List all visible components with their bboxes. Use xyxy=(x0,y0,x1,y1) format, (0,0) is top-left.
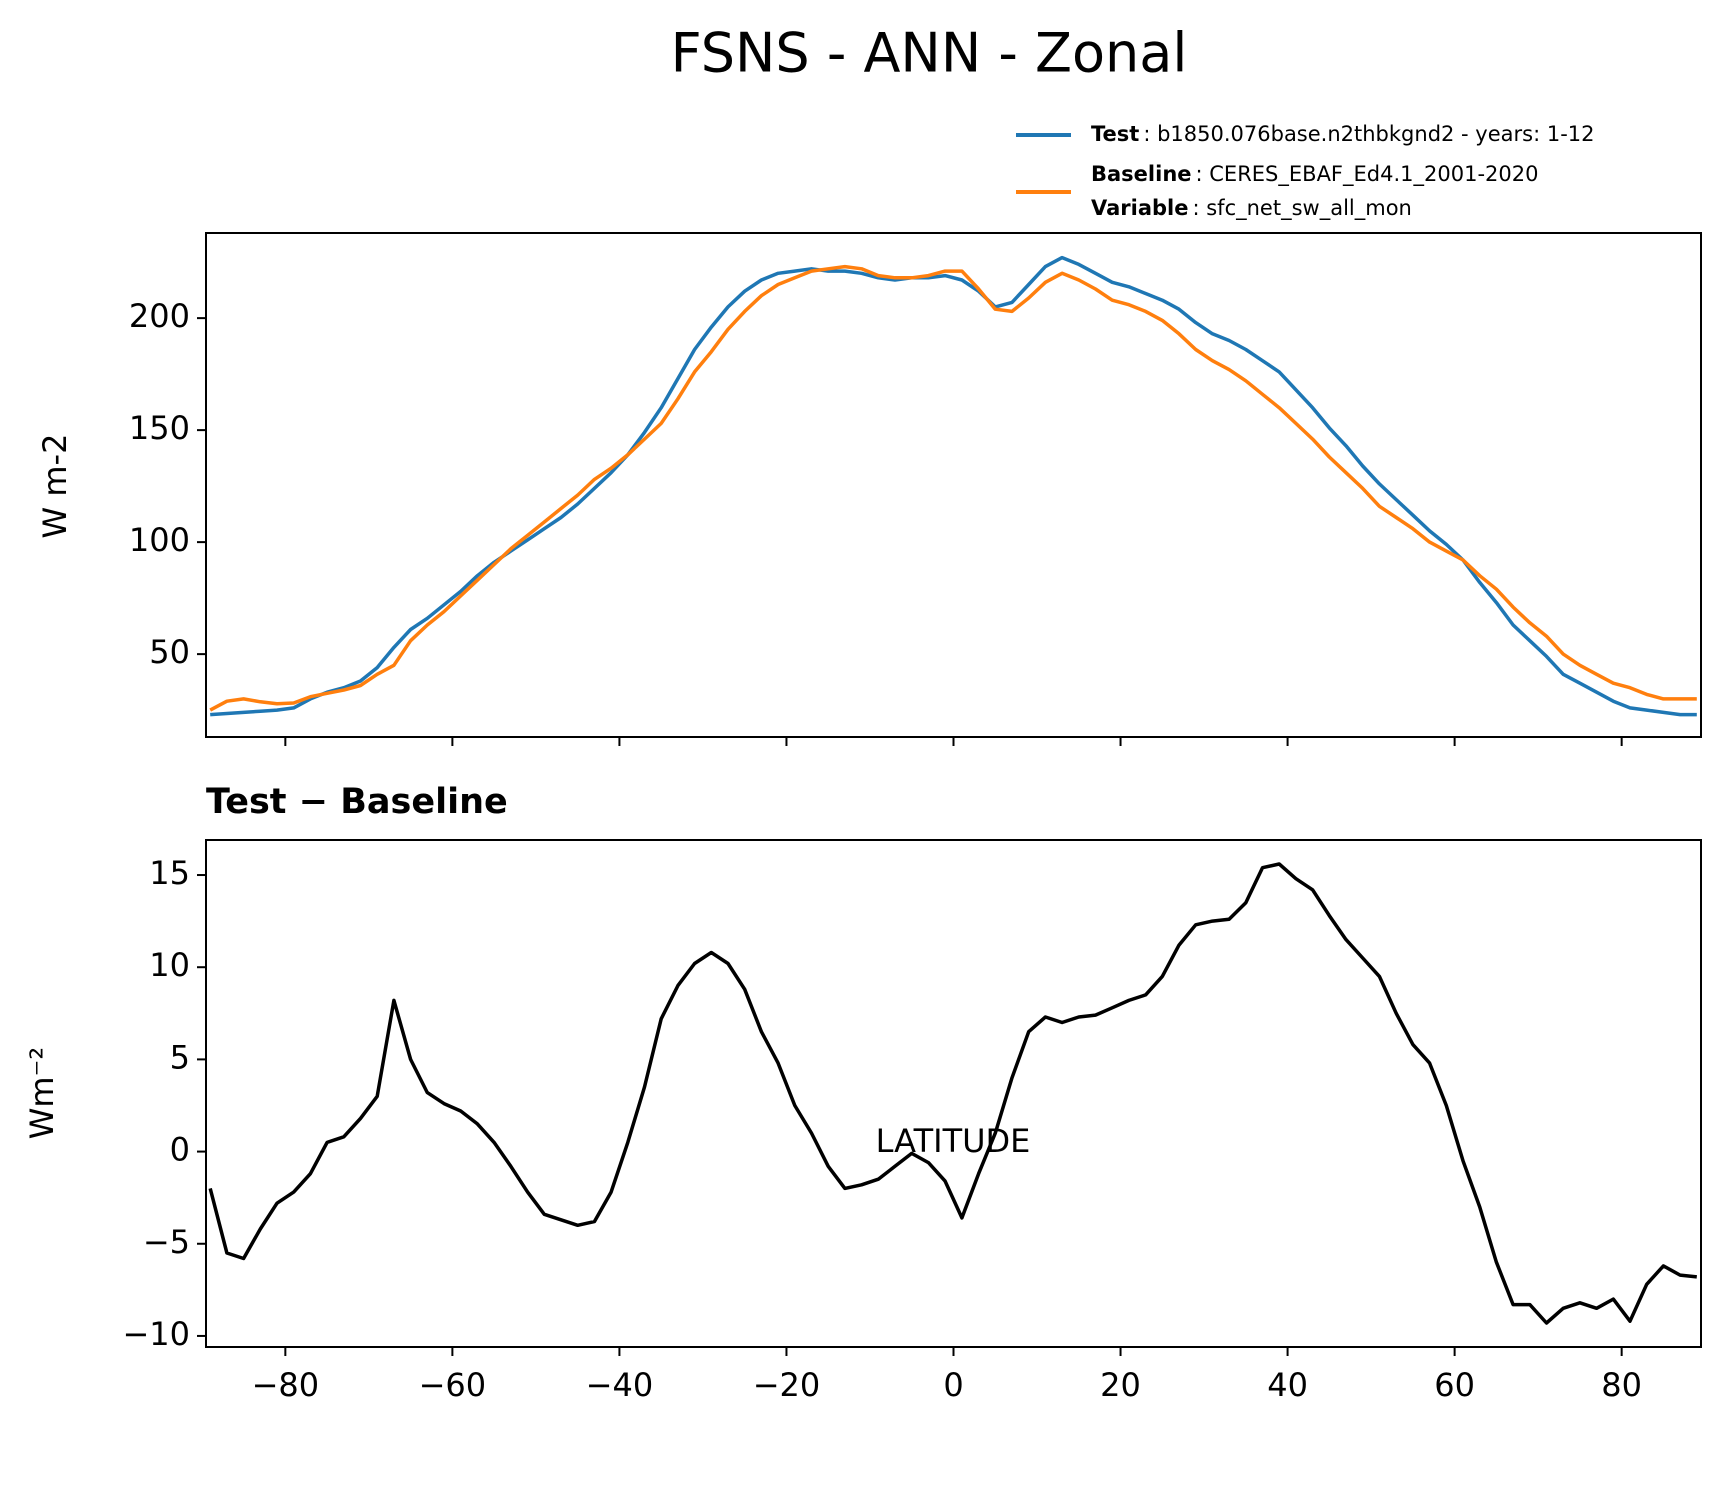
legend-label: : CERES_EBAF_Ed4.1_2001-2020 xyxy=(1196,162,1539,187)
x-tick-label: 60 xyxy=(1434,1366,1475,1404)
x-tick-label: 0 xyxy=(943,1366,963,1404)
x-tick-label: −20 xyxy=(753,1366,821,1404)
panel-title: Test − Baseline xyxy=(206,782,508,822)
legend-label: Baseline xyxy=(1091,162,1192,186)
x-tick-label: −40 xyxy=(586,1366,654,1404)
y-tick-label: 0 xyxy=(170,1131,190,1169)
x-tick-label: 40 xyxy=(1267,1366,1308,1404)
legend-label: Variable xyxy=(1091,196,1188,220)
legend-label: : sfc_net_sw_all_mon xyxy=(1192,196,1411,221)
line-series xyxy=(209,264,1697,712)
legend-label: Test xyxy=(1091,122,1139,146)
x-tick-label: 80 xyxy=(1601,1366,1642,1404)
line-series xyxy=(208,862,1697,1325)
axes-frame xyxy=(205,839,1702,1348)
y-tick-label: 10 xyxy=(149,946,190,984)
x-tick-label: −80 xyxy=(252,1366,320,1404)
line-series xyxy=(210,255,1697,717)
y-axis-label: Wm⁻² xyxy=(23,1047,61,1140)
y-tick-label: 150 xyxy=(129,409,190,447)
y-tick-label: 200 xyxy=(129,297,190,335)
y-tick-label: 50 xyxy=(149,633,190,671)
chart-title: FSNS - ANN - Zonal xyxy=(671,22,1188,85)
y-tick-label: 15 xyxy=(149,854,190,892)
axes-frame xyxy=(205,232,1702,738)
y-axis-label: W m-2 xyxy=(36,434,74,539)
y-tick-label: 100 xyxy=(129,521,190,559)
y-tick-label: −5 xyxy=(143,1223,190,1261)
x-axis-label: LATITUDE xyxy=(876,1122,1031,1160)
x-tick-label: 20 xyxy=(1100,1366,1141,1404)
y-tick-label: −10 xyxy=(122,1315,190,1353)
y-tick-label: 5 xyxy=(170,1038,190,1076)
x-tick-label: −60 xyxy=(419,1366,487,1404)
legend-label: : b1850.076base.n2thbkgnd2 - years: 1-12 xyxy=(1143,122,1594,146)
